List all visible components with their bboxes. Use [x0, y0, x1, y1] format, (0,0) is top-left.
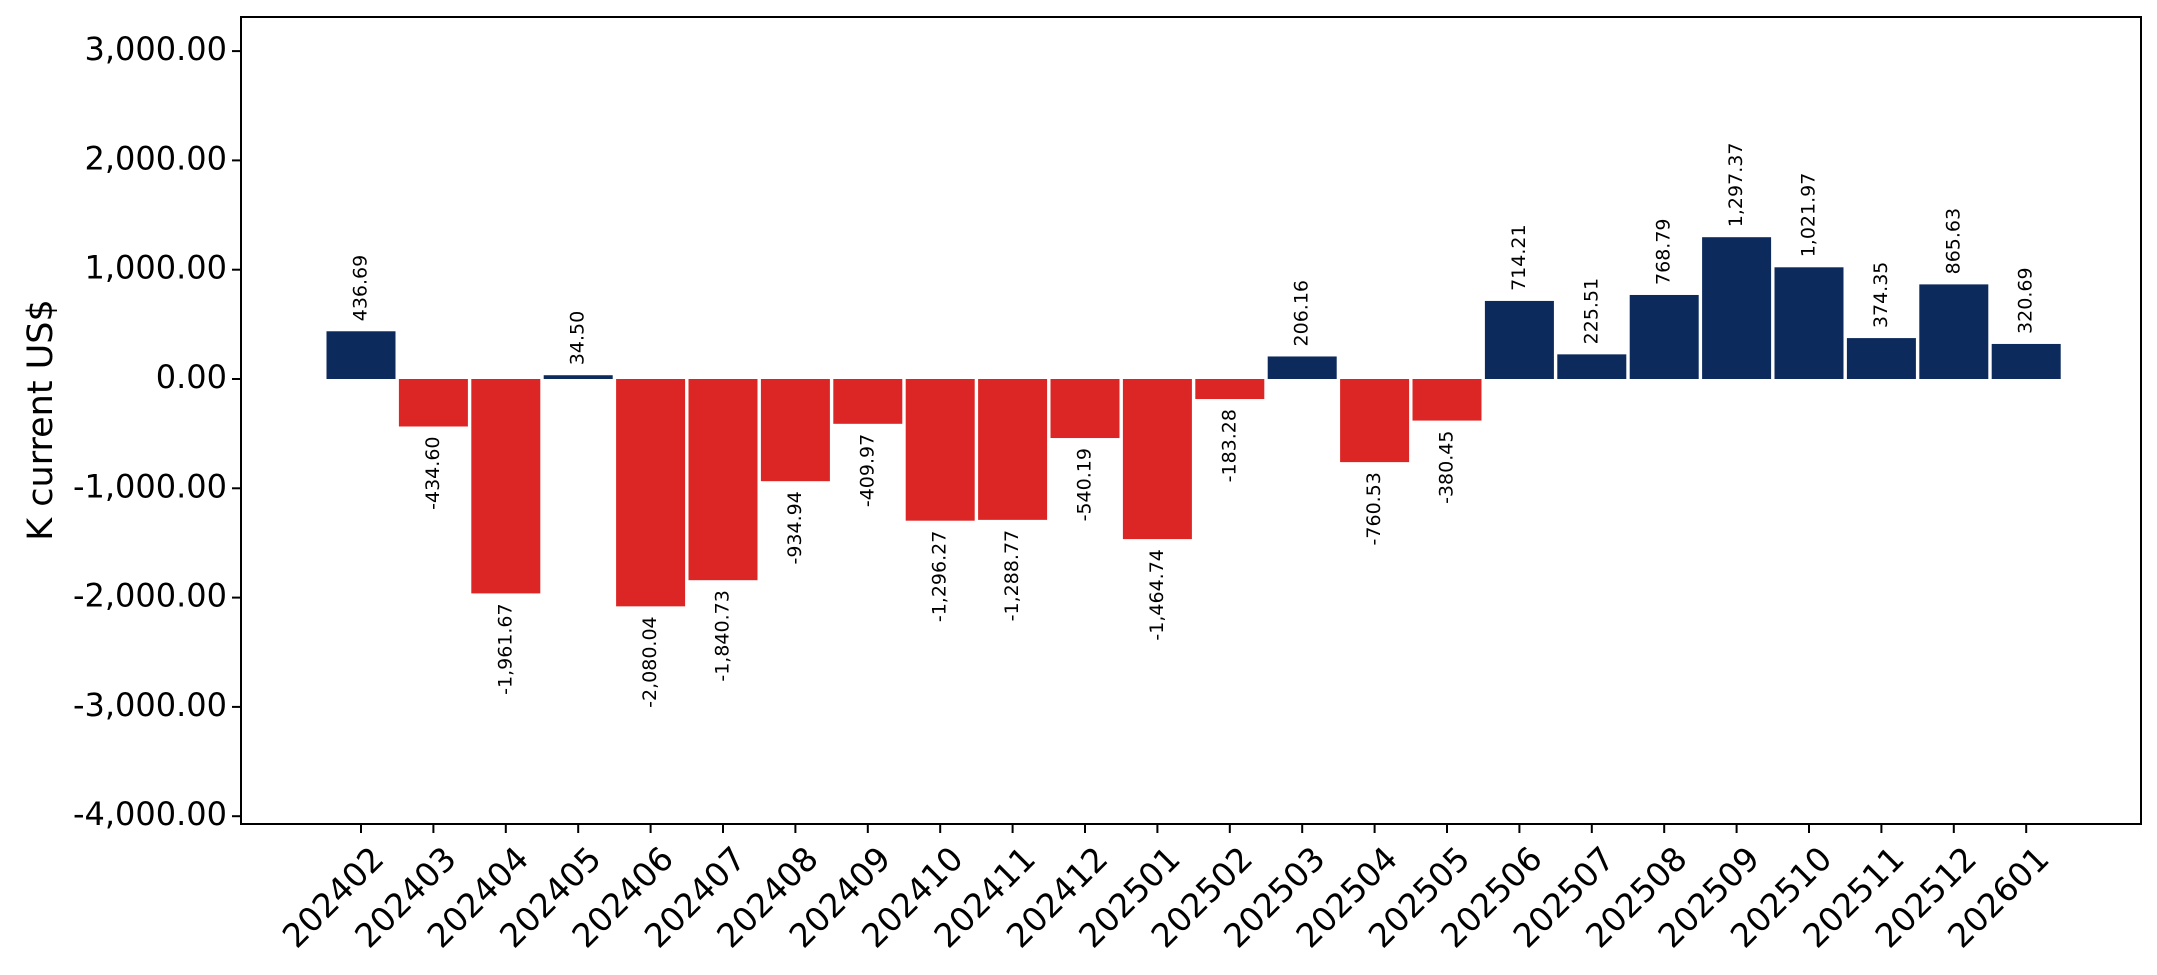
bar-202510 — [1774, 267, 1844, 379]
data-label-202407: -1,840.73 — [712, 590, 734, 681]
y-tick-label: -1,000.00 — [73, 467, 227, 505]
bar-202404 — [471, 379, 541, 594]
bar-202408 — [760, 379, 830, 482]
data-label-202408: -934.94 — [784, 491, 806, 564]
y-tick-label: -2,000.00 — [73, 577, 227, 615]
data-label-202511: 374.35 — [1870, 262, 1892, 328]
bar-202511 — [1846, 338, 1916, 379]
y-axis: -4,000.00 -3,000.00 -2,000.00 -1,000.00 0.00… — [73, 30, 241, 833]
data-label-202412: -540.19 — [1074, 448, 1096, 521]
bar-202409 — [833, 379, 903, 424]
data-label-202508: 768.79 — [1653, 218, 1675, 284]
bar-202509 — [1702, 237, 1772, 379]
bar-202405 — [543, 375, 613, 379]
bar-202504 — [1340, 379, 1410, 463]
data-label-202504: -760.53 — [1363, 472, 1385, 545]
bar-202503 — [1267, 356, 1337, 379]
data-label-202506: 714.21 — [1508, 224, 1530, 290]
y-axis-title: K current US$ — [21, 299, 61, 541]
bar-202508 — [1629, 294, 1699, 379]
data-label-202410: -1,296.27 — [929, 531, 951, 622]
y-tick-label: 3,000.00 — [85, 30, 228, 68]
y-tick-label: -4,000.00 — [73, 795, 227, 833]
data-label-202505: -380.45 — [1436, 431, 1458, 504]
bar-202407 — [688, 379, 758, 581]
bar-202402 — [326, 331, 396, 379]
data-label-202405: 34.50 — [567, 311, 589, 365]
y-tick-label: 2,000.00 — [85, 139, 228, 177]
data-label-202501: -1,464.74 — [1146, 549, 1168, 640]
data-label-202509: 1,297.37 — [1725, 143, 1747, 228]
data-label-202510: 1,021.97 — [1798, 173, 1820, 258]
bar-202502 — [1195, 379, 1265, 400]
bar-202505 — [1412, 379, 1482, 421]
bar-202403 — [398, 379, 468, 427]
data-label-202512: 865.63 — [1942, 208, 1964, 274]
data-label-202507: 225.51 — [1580, 278, 1602, 344]
bar-202412 — [1050, 379, 1120, 439]
data-label-202502: -183.28 — [1218, 409, 1240, 482]
data-label-202406: -2,080.04 — [639, 616, 661, 707]
data-label-202411: -1,288.77 — [1001, 530, 1023, 621]
data-label-202402: 436.69 — [350, 255, 372, 321]
bar-202410 — [905, 379, 975, 521]
data-label-202409: -409.97 — [856, 434, 878, 507]
bar-202406 — [616, 379, 686, 607]
bar-202411 — [978, 379, 1048, 520]
bar-202601 — [1991, 343, 2061, 379]
plot-frame — [240, 16, 2142, 825]
bar-202506 — [1484, 300, 1554, 379]
y-tick-label: 0.00 — [156, 358, 227, 396]
y-tick-label: -3,000.00 — [73, 686, 227, 724]
data-label-202403: -434.60 — [422, 437, 444, 510]
data-label-202503: 206.16 — [1291, 280, 1313, 346]
bars — [326, 237, 2061, 607]
bar-202507 — [1557, 354, 1627, 379]
x-axis: 2024022024032024042024052024062024072024… — [275, 824, 2057, 955]
y-tick-label: 1,000.00 — [85, 249, 228, 287]
data-label-202601: 320.69 — [2015, 267, 2037, 333]
data-label-202404: -1,961.67 — [494, 603, 516, 694]
bar-202501 — [1122, 379, 1192, 540]
data-labels: 436.69 -434.60 -1,961.67 34.50 -2,080.04 -1,8… — [350, 143, 2037, 708]
bar-202512 — [1919, 284, 1989, 379]
